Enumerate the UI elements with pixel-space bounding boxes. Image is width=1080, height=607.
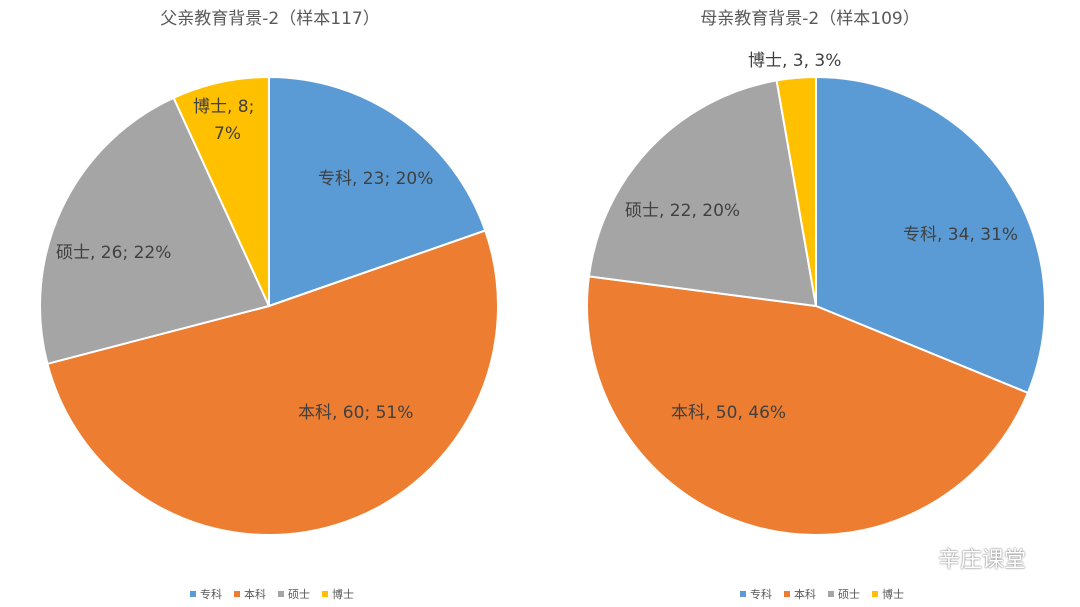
legend-swatch — [828, 591, 834, 597]
legend-label: 硕士 — [838, 588, 860, 601]
legend-swatch — [872, 591, 878, 597]
legend-label: 专科 — [200, 588, 222, 601]
father-slice-label-3-1: 7% — [214, 124, 241, 144]
father-slice-label-3-0: 博士, 8; — [193, 97, 254, 117]
father-legend-item-1: 本科 — [234, 586, 266, 602]
father-legend-item-2: 硕士 — [278, 586, 310, 602]
legend-swatch — [190, 591, 196, 597]
mother-legend-item-2: 硕士 — [828, 586, 860, 602]
father-legend: 专科 本科 硕士 博士 — [190, 586, 354, 602]
legend-swatch — [784, 591, 790, 597]
mother-slice-label-1: 本科, 50, 46% — [671, 403, 786, 423]
mother-legend: 专科 本科 硕士 博士 — [740, 586, 904, 602]
mother-slice-1 — [586, 275, 1030, 536]
mother-pie: 专科, 34, 31% 本科, 50, 46% 硕士, 22, 20% 博士, 3, … — [586, 51, 1046, 536]
mother-legend-item-0: 专科 — [740, 586, 772, 602]
father-legend-item-3: 博士 — [322, 586, 354, 602]
legend-label: 博士 — [332, 588, 354, 601]
legend-swatch — [740, 591, 746, 597]
father-pie: 专科, 23; 20% 本科, 60; 51% 硕士, 26; 22% 博士, 8; 7… — [39, 75, 499, 536]
mother-slice-0 — [815, 75, 1046, 395]
mother-slice-label-0: 专科, 34, 31% — [903, 225, 1018, 245]
father-legend-item-0: 专科 — [190, 586, 222, 602]
watermark-text: 辛庄课堂 — [938, 548, 1027, 573]
father-chart-title: 父亲教育背景-2（样本117） — [160, 9, 380, 29]
father-slice-label-1: 本科, 60; 51% — [298, 403, 413, 423]
legend-label: 硕士 — [288, 588, 310, 601]
mother-slice-3 — [775, 75, 817, 307]
legend-swatch — [322, 591, 328, 597]
mother-slice-label-2: 硕士, 22, 20% — [625, 201, 740, 221]
legend-swatch — [278, 591, 284, 597]
legend-label: 博士 — [882, 588, 904, 601]
legend-label: 专科 — [750, 588, 772, 601]
watermark: 辛庄课堂 — [894, 542, 1026, 574]
mother-legend-item-1: 本科 — [784, 586, 816, 602]
mother-slice-2 — [587, 79, 818, 308]
mother-slice-label-3: 博士, 3, 3% — [748, 51, 841, 71]
father-slice-1 — [46, 229, 499, 536]
mother-legend-item-3: 博士 — [872, 586, 904, 602]
father-slice-label-2: 硕士, 26; 22% — [56, 243, 171, 263]
father-slice-3 — [172, 75, 270, 307]
legend-label: 本科 — [794, 588, 816, 601]
father-slice-label-0: 专科, 23; 20% — [318, 169, 433, 189]
legend-swatch — [234, 591, 240, 597]
legend-label: 本科 — [244, 588, 266, 601]
wechat-icon — [895, 545, 928, 570]
mother-chart-title: 母亲教育背景-2（样本109） — [700, 9, 920, 29]
father-slice-2 — [39, 96, 271, 366]
